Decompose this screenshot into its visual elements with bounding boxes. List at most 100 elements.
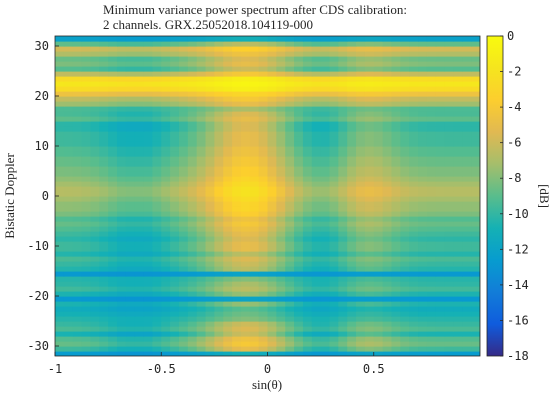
heatmap-cell (418, 156, 428, 162)
heatmap-cell (99, 146, 109, 152)
heatmap-cell (205, 266, 215, 272)
heatmap-cell (116, 181, 127, 187)
heatmap-cell (258, 116, 269, 122)
heatmap-cell (187, 116, 198, 122)
heatmap-cell (196, 126, 207, 132)
y-tick-label: 20 (35, 89, 49, 103)
heatmap-cell (364, 126, 375, 132)
heatmap-cell (302, 256, 313, 262)
heatmap-cell (391, 231, 401, 237)
heatmap-cell (329, 291, 339, 297)
heatmap-cell (435, 166, 446, 172)
heatmap-cell (81, 151, 92, 157)
heatmap-cell (329, 271, 339, 277)
heatmap-cell (143, 121, 153, 127)
heatmap-cell (347, 226, 357, 232)
heatmap-cell (214, 191, 224, 197)
heatmap-cell (329, 181, 339, 187)
heatmap-cell (214, 51, 224, 57)
heatmap-cell (391, 46, 401, 52)
heatmap-cell (329, 111, 339, 117)
heatmap-cell (426, 221, 437, 227)
heatmap-cell (258, 71, 269, 77)
heatmap-cell (400, 66, 410, 72)
heatmap-cell (338, 106, 348, 112)
heatmap-cell (214, 316, 224, 322)
heatmap-cell (276, 141, 286, 147)
heatmap-cell (72, 251, 83, 257)
heatmap-cell (462, 186, 472, 192)
heatmap-cell (223, 331, 233, 337)
heatmap-cell (125, 241, 136, 247)
heatmap-cell (462, 41, 472, 47)
heatmap-cell (125, 51, 136, 57)
heatmap-cell (170, 266, 180, 272)
heatmap-cell (161, 36, 171, 42)
heatmap-cell (152, 251, 162, 257)
heatmap-cell (205, 316, 215, 322)
heatmap-cell (453, 316, 463, 322)
heatmap-cell (311, 221, 322, 227)
heatmap-cell (161, 186, 171, 192)
heatmap-cell (81, 56, 92, 62)
heatmap-cell (214, 181, 224, 187)
heatmap-cell (435, 81, 446, 87)
heatmap-cell (134, 201, 145, 207)
heatmap-cell (285, 46, 295, 52)
heatmap-cell (294, 166, 304, 172)
heatmap-cell (55, 161, 65, 167)
heatmap-cell (329, 46, 339, 52)
heatmap-cell (187, 251, 198, 257)
heatmap-cell (125, 46, 136, 52)
heatmap-cell (125, 166, 136, 172)
heatmap-cell (329, 51, 339, 57)
heatmap-cell (426, 266, 437, 272)
heatmap-cell (356, 321, 366, 327)
heatmap-cell (391, 86, 401, 92)
heatmap-cell (338, 201, 348, 207)
heatmap-cell (444, 181, 455, 187)
heatmap-cell (134, 136, 145, 142)
heatmap-cell (116, 96, 127, 102)
heatmap-cell (435, 196, 446, 202)
heatmap-cell (294, 186, 304, 192)
heatmap-cell (143, 36, 153, 42)
heatmap-cell (311, 121, 322, 127)
heatmap-cell (55, 71, 65, 77)
heatmap-cell (302, 301, 313, 307)
heatmap-cell (400, 296, 410, 302)
heatmap-cell (232, 261, 242, 267)
heatmap-cell (108, 231, 118, 237)
heatmap-cell (63, 76, 74, 82)
heatmap-cell (329, 311, 339, 317)
heatmap-cell (444, 81, 455, 87)
heatmap-cell (426, 216, 437, 222)
heatmap-cell (338, 36, 348, 42)
heatmap-cell (63, 111, 74, 117)
heatmap-cell (232, 266, 242, 272)
heatmap-cell (55, 281, 65, 287)
heatmap-cell (196, 211, 207, 217)
heatmap-cell (152, 281, 162, 287)
heatmap-cell (196, 311, 207, 317)
heatmap-cell (90, 191, 100, 197)
x-tick-label: -1 (48, 362, 62, 376)
heatmap-cell (382, 41, 393, 47)
heatmap-cell (435, 36, 446, 42)
heatmap-cell (90, 86, 100, 92)
heatmap-cell (81, 236, 92, 242)
heatmap-cell (294, 176, 304, 182)
heatmap-cell (426, 41, 437, 47)
heatmap-cell (462, 71, 472, 77)
heatmap-cell (409, 66, 419, 72)
heatmap-cell (418, 71, 428, 77)
heatmap-cell (418, 281, 428, 287)
heatmap-cell (444, 226, 455, 232)
heatmap-cell (214, 336, 224, 342)
heatmap-cell (90, 231, 100, 237)
heatmap-cell (426, 211, 437, 217)
heatmap-cell (267, 321, 277, 327)
heatmap-cell (364, 121, 375, 127)
heatmap-cell (81, 51, 92, 57)
heatmap-cell (338, 226, 348, 232)
